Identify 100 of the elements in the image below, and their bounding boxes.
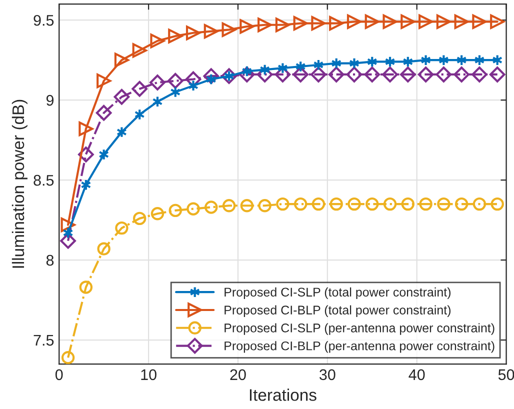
point bbox=[492, 54, 503, 66]
y-axis-title: Illumination power (dB) bbox=[12, 100, 28, 268]
point bbox=[383, 197, 397, 211]
point bbox=[150, 207, 164, 220]
point bbox=[472, 14, 487, 29]
point bbox=[472, 66, 488, 82]
point bbox=[313, 58, 324, 71]
point bbox=[330, 197, 343, 211]
point bbox=[382, 66, 398, 82]
point bbox=[400, 14, 416, 29]
point bbox=[97, 242, 110, 256]
x-tick-label: 20 bbox=[230, 369, 246, 380]
point bbox=[489, 66, 506, 82]
point bbox=[96, 74, 112, 88]
point bbox=[258, 199, 272, 212]
point bbox=[256, 66, 273, 82]
point bbox=[239, 66, 255, 82]
legend-label: Proposed CI-SLP (total power constraint) bbox=[224, 287, 450, 300]
point bbox=[78, 146, 94, 162]
point bbox=[384, 56, 396, 68]
point bbox=[116, 126, 127, 138]
point bbox=[437, 197, 450, 211]
point bbox=[329, 16, 344, 31]
point bbox=[331, 57, 342, 70]
point bbox=[96, 104, 112, 121]
point bbox=[168, 28, 183, 44]
point bbox=[170, 86, 181, 98]
point bbox=[98, 148, 110, 160]
point bbox=[240, 199, 254, 212]
y-tick-label: 9 bbox=[46, 94, 54, 106]
point bbox=[472, 197, 486, 211]
x-tick-label: 50 bbox=[498, 369, 514, 380]
y-tick-label: 8.5 bbox=[34, 174, 54, 186]
point bbox=[80, 178, 92, 191]
point bbox=[79, 280, 93, 294]
point bbox=[132, 80, 148, 97]
y-tick-label: 9.5 bbox=[34, 14, 54, 26]
point bbox=[436, 66, 452, 82]
point bbox=[436, 14, 451, 29]
point bbox=[311, 16, 326, 31]
point bbox=[133, 212, 146, 226]
x-tick-label: 0 bbox=[55, 369, 63, 380]
point bbox=[204, 200, 218, 214]
point bbox=[150, 34, 165, 48]
point bbox=[454, 14, 469, 29]
point bbox=[168, 204, 182, 218]
point bbox=[276, 197, 290, 211]
point bbox=[277, 62, 288, 74]
x-tick-label: 30 bbox=[320, 369, 336, 380]
point bbox=[258, 18, 272, 32]
point bbox=[400, 66, 416, 82]
point bbox=[474, 54, 485, 66]
point bbox=[62, 226, 74, 239]
point bbox=[348, 197, 361, 211]
point bbox=[240, 19, 254, 34]
point bbox=[167, 72, 184, 89]
x-tick-label: 40 bbox=[408, 369, 425, 380]
point bbox=[418, 14, 434, 29]
y-tick-label: 7.5 bbox=[34, 335, 54, 346]
point bbox=[346, 14, 362, 29]
x-tick-label: 10 bbox=[141, 369, 156, 380]
point bbox=[114, 88, 130, 105]
point bbox=[115, 221, 128, 235]
point bbox=[204, 24, 218, 39]
point bbox=[366, 56, 378, 68]
point bbox=[295, 60, 306, 72]
point bbox=[275, 18, 290, 32]
point bbox=[364, 14, 380, 29]
point bbox=[78, 122, 94, 136]
point bbox=[222, 199, 236, 212]
point bbox=[328, 66, 344, 82]
point bbox=[346, 66, 362, 82]
point bbox=[294, 197, 308, 211]
point bbox=[292, 66, 309, 82]
y-tick-label: 8 bbox=[46, 254, 54, 266]
point bbox=[401, 197, 415, 211]
legend-label: Proposed CI-BLP (total power constraint) bbox=[224, 305, 450, 317]
point bbox=[418, 66, 434, 82]
point bbox=[312, 197, 326, 211]
point bbox=[61, 351, 75, 364]
point bbox=[150, 74, 166, 90]
point bbox=[222, 22, 236, 37]
point bbox=[490, 197, 504, 211]
point bbox=[454, 197, 468, 211]
legend-label: Proposed CI-SLP (per-antenna power constraint) bbox=[224, 323, 494, 335]
point bbox=[402, 56, 414, 68]
point bbox=[366, 197, 379, 211]
point bbox=[490, 14, 505, 29]
x-axis-title: Iterations bbox=[250, 388, 316, 401]
point bbox=[420, 54, 432, 66]
point bbox=[186, 202, 200, 216]
point bbox=[364, 66, 380, 82]
point bbox=[152, 96, 163, 108]
point bbox=[134, 108, 145, 120]
point bbox=[456, 54, 467, 66]
point bbox=[454, 66, 470, 82]
point bbox=[310, 66, 326, 82]
point bbox=[188, 80, 199, 92]
point bbox=[60, 218, 76, 232]
point bbox=[114, 52, 130, 68]
